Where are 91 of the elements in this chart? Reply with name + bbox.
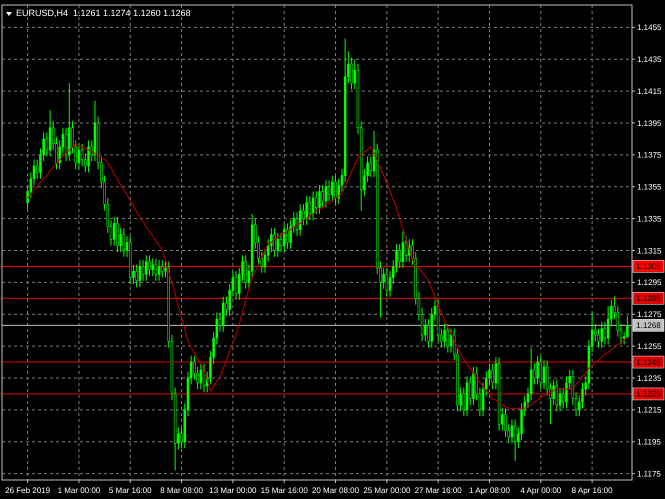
ref-line-label: 1.1285 — [636, 294, 662, 304]
candlestick — [542, 360, 546, 390]
y-tick-label: 1.1275 — [637, 310, 662, 320]
candlestick — [282, 222, 286, 253]
candlestick — [540, 355, 542, 390]
y-tick-label: 1.1195 — [637, 438, 662, 447]
x-tick-label: 13 Mar 00:00 — [209, 486, 257, 495]
y-tick-label: 1.1395 — [637, 118, 662, 128]
y-tick-label: 1.1175 — [637, 469, 662, 478]
x-tick-label: 20 Mar 08:00 — [312, 486, 360, 495]
candlestick — [331, 175, 334, 202]
candlestick — [112, 216, 116, 246]
candlestick — [158, 260, 160, 282]
ref-line-label: 1.1245 — [636, 358, 662, 367]
candlestick — [600, 322, 603, 348]
candlestick — [286, 222, 289, 250]
y-tick-label: 1.1315 — [637, 246, 662, 256]
candlestick — [116, 216, 119, 253]
candlestick — [296, 212, 298, 237]
candlestick — [558, 387, 562, 412]
candlestick — [510, 418, 514, 444]
candlestick — [315, 190, 318, 214]
candlestick — [604, 322, 606, 346]
candlestick — [142, 260, 144, 282]
candlestick — [305, 196, 308, 226]
y-tick-label: 1.1375 — [637, 150, 662, 160]
candlestick — [443, 323, 446, 348]
x-tick-label: 4 Apr 00:00 — [520, 486, 562, 495]
y-tick-label: 1.1355 — [637, 182, 662, 192]
y-tick-label: 1.1295 — [637, 278, 662, 288]
candlestick — [280, 232, 282, 253]
candlestick — [298, 204, 302, 237]
candlestick — [202, 363, 206, 393]
candlestick — [222, 296, 225, 332]
candlestick — [154, 258, 158, 282]
candlestick — [122, 228, 126, 258]
candlestick — [514, 418, 516, 462]
candlestick — [64, 127, 68, 162]
candlestick — [273, 228, 276, 258]
candlestick — [87, 140, 90, 173]
candlestick — [145, 254, 148, 282]
ref-line-label: 1.1305 — [636, 262, 662, 272]
y-tick-label: 1.1255 — [637, 342, 662, 351]
x-tick-label: 1 Apr 08:00 — [469, 486, 510, 495]
x-tick-label: 1 Mar 00:00 — [58, 486, 101, 495]
candlestick — [468, 376, 472, 406]
ref-line-label: 1.1268 — [636, 321, 662, 330]
y-tick-label: 1.1335 — [637, 214, 662, 224]
y-tick-label: 1.1215 — [637, 406, 662, 415]
candlestick — [148, 254, 151, 276]
candlestick — [398, 244, 401, 269]
y-tick-label: 1.1435 — [637, 54, 662, 64]
candlestick — [402, 230, 404, 269]
x-tick-label: 8 Apr 16:00 — [572, 486, 614, 495]
candlestick — [161, 260, 164, 278]
ref-line-label: 1.1225 — [636, 390, 662, 399]
y-tick-label: 1.1235 — [637, 374, 662, 383]
candlestick — [308, 196, 312, 221]
candlestick — [328, 180, 330, 202]
candlestick — [312, 190, 314, 221]
chart-title: EURUSD,H4 1.1261 1.1274 1.1260 1.1268 — [16, 8, 191, 18]
candlestick — [386, 268, 388, 298]
y-tick-label: 1.1415 — [637, 86, 662, 96]
candlestick — [244, 254, 247, 290]
candlestick — [334, 175, 337, 205]
candlestick — [404, 236, 408, 262]
candlestick — [382, 268, 385, 290]
x-tick-label: 26 Feb 2019 — [5, 486, 51, 495]
candlestick — [151, 258, 154, 276]
candlestick — [324, 180, 328, 208]
candlestick — [321, 184, 324, 208]
x-tick-label: 5 Mar 16:00 — [108, 486, 152, 495]
x-tick-label: 8 Mar 08:00 — [160, 486, 204, 495]
candlestick — [450, 328, 452, 353]
candlestick — [234, 270, 238, 300]
candlestick — [446, 323, 450, 353]
candlestick — [48, 110, 52, 157]
candlestick — [78, 143, 80, 170]
x-tick-label: 27 Mar 16:00 — [414, 486, 462, 495]
x-tick-label: 25 Mar 00:00 — [363, 486, 411, 495]
candlestick — [138, 260, 142, 288]
candlestick — [135, 264, 138, 288]
y-tick-label: 1.1455 — [637, 23, 662, 32]
x-tick-label: 15 Mar 16:00 — [260, 486, 308, 495]
candlestick — [491, 363, 494, 390]
candlestick — [318, 184, 321, 214]
candlestick — [556, 379, 558, 412]
candlestick — [200, 363, 202, 390]
candlestick — [536, 355, 539, 385]
candlestick — [276, 232, 280, 258]
candlestick — [597, 328, 600, 348]
